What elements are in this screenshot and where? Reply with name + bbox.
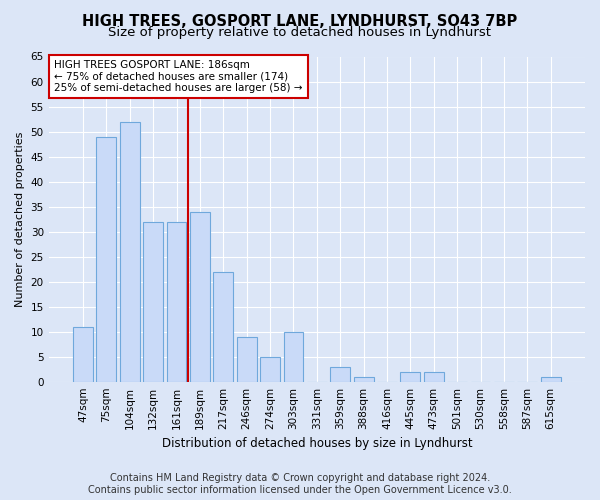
X-axis label: Distribution of detached houses by size in Lyndhurst: Distribution of detached houses by size … [161, 437, 472, 450]
Bar [214, 272, 233, 382]
Bar [143, 222, 163, 382]
Bar [353, 376, 374, 382]
Bar [97, 136, 116, 382]
Bar [167, 222, 187, 382]
Bar [284, 332, 304, 382]
Y-axis label: Number of detached properties: Number of detached properties [15, 132, 25, 307]
Bar [541, 376, 560, 382]
Bar [260, 356, 280, 382]
Text: Size of property relative to detached houses in Lyndhurst: Size of property relative to detached ho… [109, 26, 491, 39]
Bar [330, 366, 350, 382]
Bar [237, 336, 257, 382]
Bar [424, 372, 443, 382]
Text: Contains HM Land Registry data © Crown copyright and database right 2024.
Contai: Contains HM Land Registry data © Crown c… [88, 474, 512, 495]
Bar [73, 326, 93, 382]
Bar [400, 372, 421, 382]
Text: HIGH TREES GOSPORT LANE: 186sqm
← 75% of detached houses are smaller (174)
25% o: HIGH TREES GOSPORT LANE: 186sqm ← 75% of… [54, 60, 302, 93]
Bar [120, 122, 140, 382]
Text: HIGH TREES, GOSPORT LANE, LYNDHURST, SO43 7BP: HIGH TREES, GOSPORT LANE, LYNDHURST, SO4… [82, 14, 518, 29]
Bar [190, 212, 210, 382]
